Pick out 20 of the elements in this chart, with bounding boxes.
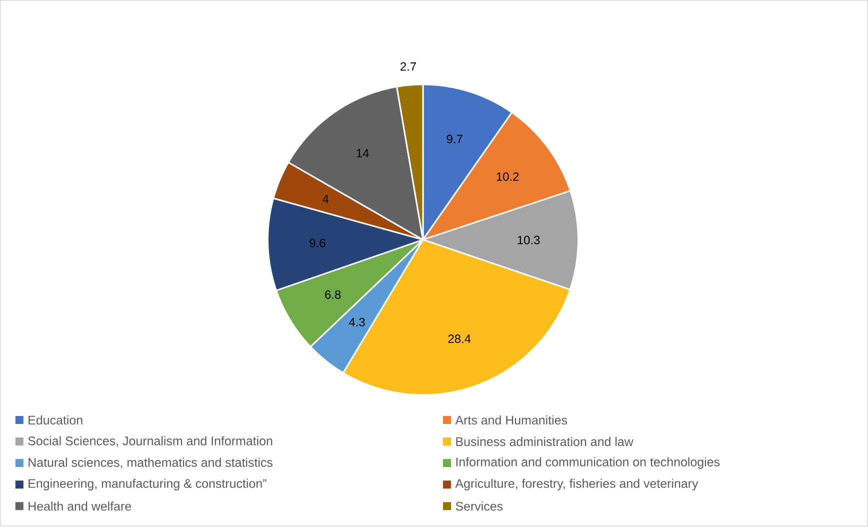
data-label: 10.2: [496, 172, 519, 182]
data-label: 6.8: [325, 290, 341, 300]
data-label: 2.7: [400, 62, 416, 71]
legend-label: Natural sciences, mathematics and statistics: [28, 458, 273, 469]
data-label: 28.4: [448, 334, 471, 344]
legend-label: Agriculture, forestry, fisheries and veterinary: [455, 478, 698, 491]
data-label: 9.6: [310, 239, 326, 248]
legend-label: Information and communication on technologies: [456, 457, 720, 470]
legend-label: Arts and Humanities: [455, 416, 568, 425]
data-label: 14: [356, 149, 369, 158]
legend-label: Health and welfare: [28, 502, 132, 511]
data-label: 10.3: [518, 236, 540, 245]
legend-label: Business administration and law: [456, 437, 634, 446]
data-label: 9.7: [446, 135, 462, 144]
legend-label: Services: [456, 502, 503, 511]
data-label: 4.3: [348, 318, 365, 327]
legend-label: Social Sciences, Journalism and Information: [28, 436, 272, 448]
data-label: 4: [322, 195, 329, 204]
legend-label: Engineering, manufacturing & construction”: [28, 478, 266, 491]
legend-label: Education: [28, 416, 82, 425]
